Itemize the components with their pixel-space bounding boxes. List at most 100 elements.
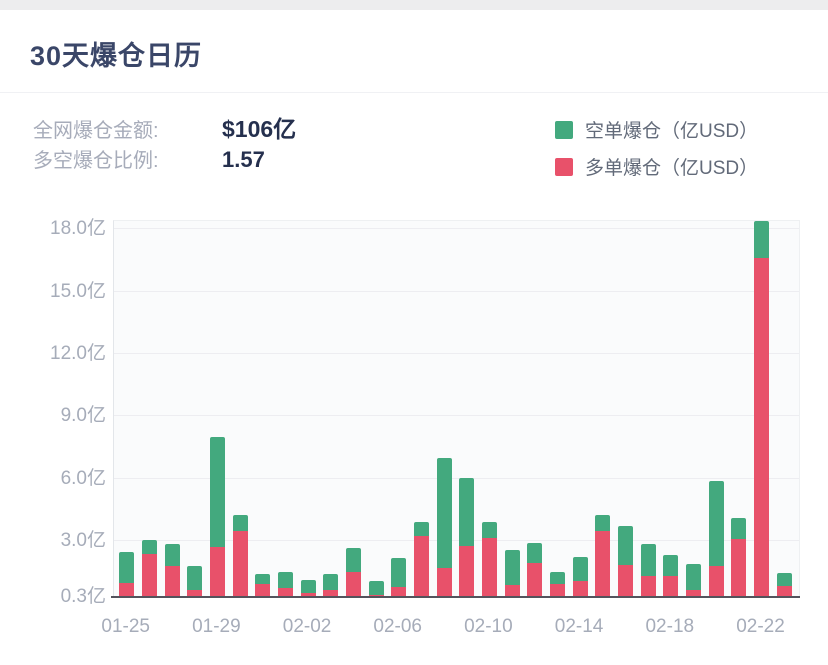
bar-01-28[interactable]: [187, 565, 203, 597]
y-tick-label: 12.0亿: [50, 343, 106, 364]
short-liquidation-segment: [209, 437, 225, 548]
short-liquidation-segment: [436, 457, 452, 568]
bar-02-11[interactable]: [504, 550, 520, 597]
short-liquidation-segment: [708, 480, 724, 566]
bar-01-27[interactable]: [164, 544, 180, 597]
legend-swatch-long-icon: [555, 157, 573, 176]
bar-01-26[interactable]: [141, 539, 157, 597]
long-liquidation-segment: [754, 258, 769, 597]
x-tick-label: 01-29: [192, 616, 241, 637]
short-liquidation-segment: [640, 544, 656, 577]
long-liquidation-segment: [663, 576, 679, 597]
long-liquidation-segment: [640, 576, 656, 597]
y-tick-label: 3.0亿: [60, 529, 106, 551]
summary-block: 全网爆仓金额: $106亿 多空爆仓比例: 1.57: [33, 110, 296, 178]
bar-02-14[interactable]: [572, 556, 588, 597]
long-liquidation-segment: [232, 530, 248, 597]
short-liquidation-segment: [391, 557, 407, 587]
bar-01-30[interactable]: [232, 514, 248, 597]
short-liquidation-segment: [595, 514, 611, 531]
bar-02-01[interactable]: [277, 572, 293, 597]
short-liquidation-segment: [164, 544, 180, 566]
long-liquidation-segment: [504, 584, 520, 597]
short-liquidation-segment: [754, 221, 769, 259]
chart-plot-area: [113, 220, 800, 597]
y-tick-label: 6.0亿: [60, 467, 106, 489]
gridline: [114, 415, 799, 417]
gridline: [114, 477, 799, 479]
long-liquidation-segment: [300, 592, 316, 597]
long-liquidation-segment: [481, 537, 497, 597]
short-liquidation-segment: [300, 580, 316, 593]
bar-01-29[interactable]: [209, 437, 225, 597]
x-tick-label: 01-25: [101, 616, 150, 637]
x-tick-label: 02-02: [282, 616, 332, 637]
legend-label-short: 空单爆仓（亿USD）: [585, 121, 759, 142]
x-axis-line: [111, 596, 800, 598]
long-liquidation-segment: [368, 594, 384, 597]
bar-02-17[interactable]: [640, 544, 656, 597]
long-liquidation-segment: [323, 589, 339, 597]
bar-02-10[interactable]: [481, 522, 497, 597]
y-tick-label: 9.0亿: [60, 405, 106, 427]
legend-item-long[interactable]: 多单爆仓（亿USD）: [555, 148, 758, 185]
bar-02-23[interactable]: [776, 573, 792, 597]
x-tick-label: 02-22: [736, 616, 785, 637]
long-liquidation-segment: [731, 538, 747, 597]
long-liquidation-segment: [595, 530, 611, 597]
long-liquidation-segment: [345, 572, 361, 597]
long-liquidation-segment: [277, 587, 293, 597]
bar-02-08[interactable]: [436, 457, 452, 597]
total-liquidation-row: 全网爆仓金额: $106亿: [33, 110, 296, 144]
short-liquidation-segment: [731, 518, 747, 539]
short-liquidation-segment: [481, 522, 497, 538]
short-liquidation-segment: [141, 539, 157, 555]
short-liquidation-segment: [549, 572, 565, 584]
long-liquidation-segment: [164, 565, 180, 597]
bar-02-12[interactable]: [527, 543, 543, 597]
long-liquidation-segment: [572, 581, 588, 597]
short-liquidation-segment: [686, 563, 701, 590]
long-short-ratio-label: 多空爆仓比例:: [33, 150, 159, 172]
long-liquidation-segment: [527, 562, 543, 597]
bar-02-16[interactable]: [617, 526, 633, 597]
long-liquidation-segment: [413, 535, 429, 597]
x-tick-label: 02-18: [645, 616, 695, 637]
long-liquidation-segment: [209, 547, 225, 597]
legend-swatch-short-icon: [555, 120, 573, 139]
short-liquidation-segment: [413, 522, 429, 536]
bar-02-02[interactable]: [300, 580, 316, 597]
long-liquidation-segment: [119, 582, 135, 597]
bar-02-06[interactable]: [391, 557, 407, 597]
bar-02-19[interactable]: [686, 563, 701, 597]
chart-legend: 空单爆仓（亿USD） 多单爆仓（亿USD）: [555, 111, 758, 185]
bar-02-18[interactable]: [663, 555, 679, 597]
long-liquidation-segment: [549, 583, 565, 597]
bar-02-22[interactable]: [754, 221, 769, 597]
total-liquidation-label: 全网爆仓金额:: [33, 120, 159, 142]
x-tick-label: 02-14: [554, 616, 604, 637]
legend-item-short[interactable]: 空单爆仓（亿USD）: [555, 111, 758, 148]
legend-label-long: 多单爆仓（亿USD）: [585, 158, 759, 179]
bar-02-15[interactable]: [595, 514, 611, 597]
bar-02-05[interactable]: [368, 581, 384, 597]
short-liquidation-segment: [345, 548, 361, 573]
bar-01-31[interactable]: [255, 574, 271, 597]
bar-02-07[interactable]: [413, 522, 429, 597]
gridline: [114, 353, 799, 354]
bar-02-04[interactable]: [345, 548, 361, 597]
long-liquidation-segment: [436, 567, 452, 597]
short-liquidation-segment: [255, 574, 271, 584]
long-liquidation-segment: [187, 589, 203, 597]
bar-02-13[interactable]: [549, 572, 565, 597]
short-liquidation-segment: [232, 514, 248, 531]
bar-01-25[interactable]: [119, 552, 135, 597]
long-liquidation-segment: [776, 585, 792, 597]
bar-02-09[interactable]: [459, 477, 475, 597]
short-liquidation-segment: [504, 550, 520, 585]
bar-02-21[interactable]: [731, 518, 747, 597]
short-liquidation-segment: [368, 581, 384, 595]
x-tick-label: 02-06: [373, 616, 422, 637]
bar-02-03[interactable]: [323, 574, 339, 597]
bar-02-20[interactable]: [708, 480, 724, 597]
